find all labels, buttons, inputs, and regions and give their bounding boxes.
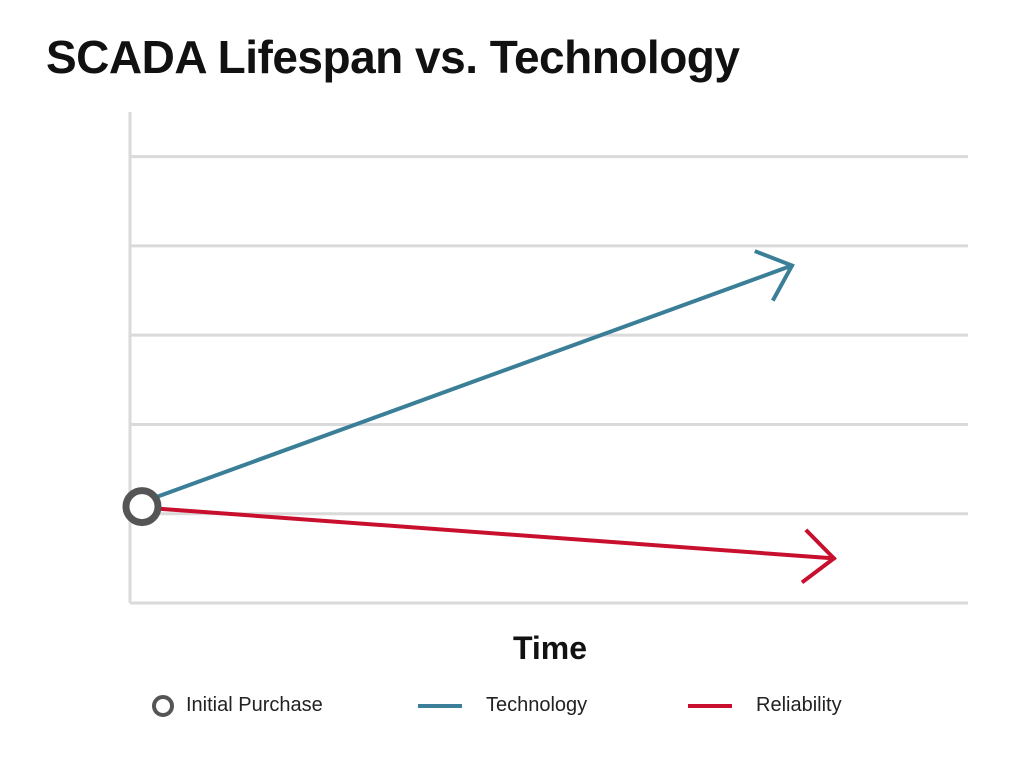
legend-circle-icon <box>152 694 174 717</box>
legend-technology-line-icon <box>418 703 462 708</box>
legend-label-technology: Technology <box>486 694 588 716</box>
legend-reliability-line-icon <box>688 703 732 708</box>
series-line-reliability <box>128 504 836 561</box>
series-line-technology <box>128 263 795 509</box>
chart-title: SCADA Lifespan vs. Technology <box>46 31 740 83</box>
legend-item-initial-purchase: Initial Purchase <box>152 694 323 717</box>
x-axis-label: Time <box>512 630 588 666</box>
legend-label-initial-purchase: Initial Purchase <box>186 694 323 716</box>
initial-purchase-marker <box>122 487 162 527</box>
legend-item-reliability: Reliability <box>688 694 842 717</box>
legend-item-technology: Technology <box>418 694 587 717</box>
series-arrowhead-technology <box>754 249 795 302</box>
legend: Initial Purchase Technology Reliability <box>0 694 1024 724</box>
series-arrowhead-reliability <box>800 528 837 585</box>
legend-label-reliability: Reliability <box>756 694 842 716</box>
